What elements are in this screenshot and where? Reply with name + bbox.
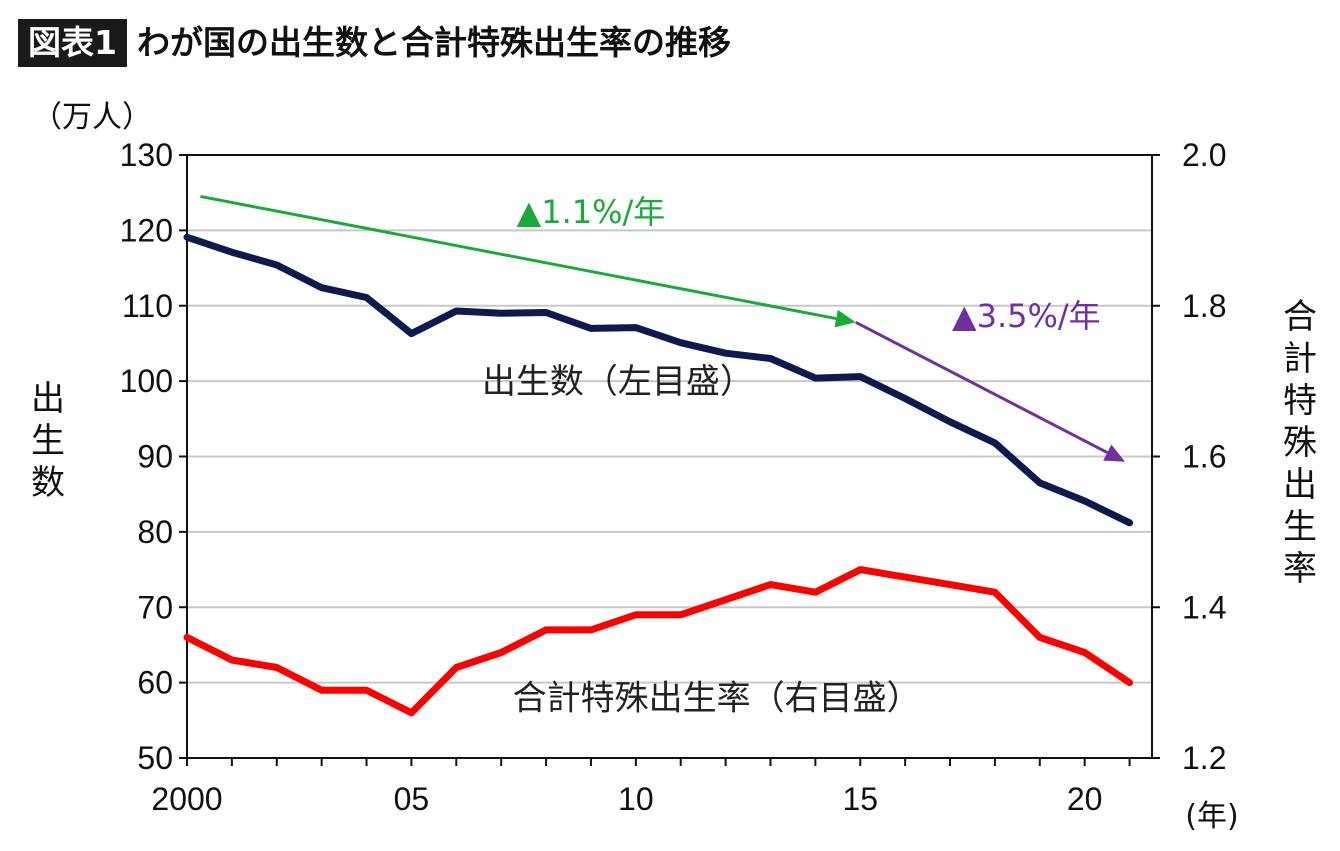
x-axis-tick-label: 05: [394, 781, 430, 817]
right-axis-tick-label: 2.0: [1182, 137, 1226, 173]
trend-line-2000-2015: [200, 194, 837, 321]
left-axis-tick-label: 100: [120, 363, 173, 399]
right-axis-tick-label: 1.8: [1182, 288, 1226, 324]
x-axis-unit: (年): [1185, 799, 1238, 834]
chart-title: 図表1 わが国の出生数と合計特殊出生率の推移: [18, 18, 731, 68]
trend-arrowhead-2015-2021: [1103, 444, 1126, 462]
left-axis-tick-label: 130: [120, 137, 173, 173]
left-axis-tick-label: 80: [137, 514, 173, 550]
fertility-rate-series-label: 合計特殊出生率（右目盛）: [513, 679, 921, 719]
left-axis-tick-label: 120: [120, 212, 173, 248]
plot-frame: [186, 154, 1153, 759]
left-axis-tick-label: 90: [137, 439, 173, 475]
left-axis-tick-label: 50: [137, 740, 173, 776]
trend-line-2015-2021: [855, 321, 1108, 454]
right-axis-tick-label: 1.6: [1182, 439, 1226, 475]
page-title: わが国の出生数と合計特殊出生率の推移: [136, 23, 731, 62]
right-axis-tick-label: 1.4: [1182, 589, 1226, 625]
figure-number-badge: 図表1: [18, 19, 127, 67]
x-axis-tick-label: 15: [842, 781, 878, 817]
right-axis-tick-label: 1.2: [1182, 740, 1226, 776]
left-axis-tick-label: 60: [137, 665, 173, 701]
trend-label-2015-2021: ▲3.5%/年: [952, 297, 1101, 335]
trend-arrowhead-2000-2015: [834, 309, 856, 328]
trend-label-2000-2015: ▲1.1%/年: [517, 193, 666, 231]
x-axis-tick-label: 10: [618, 781, 654, 817]
x-axis-tick-label: 2000: [151, 781, 222, 817]
fertility-rate-series-line: [183, 566, 1134, 717]
left-axis-unit: （万人）: [32, 100, 152, 135]
right-axis-title: 合計特殊出生率: [1283, 297, 1317, 589]
births-series-label: 出生数（左目盛）: [482, 362, 754, 402]
left-axis-tick-label: 70: [137, 589, 173, 625]
left-axis-tick-label: 110: [122, 288, 173, 324]
births-series-line: [183, 233, 1134, 527]
x-axis-tick-label: 20: [1067, 781, 1103, 817]
left-axis-title: 出生数: [31, 379, 65, 503]
